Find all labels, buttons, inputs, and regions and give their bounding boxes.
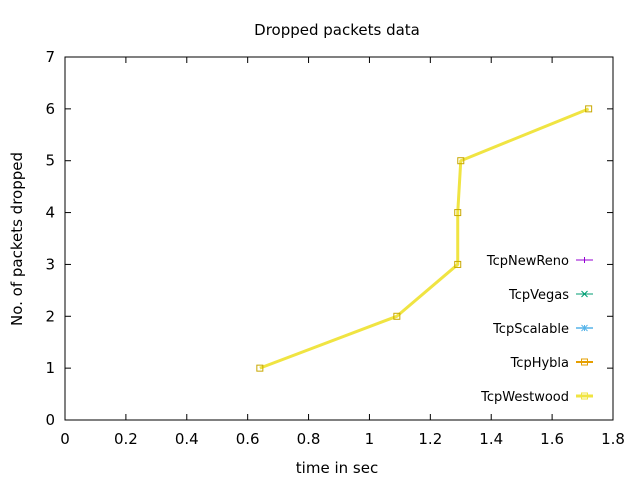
y-tick-label: 7	[45, 48, 55, 66]
x-tick-label: 0.6	[236, 430, 260, 448]
y-tick-label: 1	[45, 359, 55, 377]
legend-marker	[581, 358, 588, 366]
x-tick-label: 0.4	[175, 430, 199, 448]
x-tick-label: 1.2	[418, 430, 442, 448]
x-tick-label: 0.8	[297, 430, 321, 448]
data-point	[454, 209, 462, 217]
data-point	[454, 260, 462, 268]
legend-marker	[581, 290, 588, 298]
series-line-tcpwestwood	[259, 107, 590, 370]
x-axis-label: time in sec	[296, 459, 378, 477]
legend-marker	[581, 324, 588, 332]
legend-label: TcpNewReno	[486, 254, 569, 269]
y-tick-label: 5	[45, 152, 55, 170]
legend-label: TcpScalable	[492, 322, 569, 337]
y-tick-label: 6	[45, 100, 55, 118]
x-tick-label: 0	[60, 430, 70, 448]
x-tick-label: 0.2	[114, 430, 138, 448]
x-axis: 0 0.2 0.4 0.6 0.8 1 1.2 1.4 1.6 1.8	[60, 57, 625, 448]
series-layer	[256, 105, 593, 372]
plot-frame	[64, 56, 614, 421]
x-tick-label: 1.8	[601, 430, 625, 448]
data-point	[585, 105, 593, 113]
y-tick-label: 3	[45, 255, 55, 273]
chart-title: Dropped packets data	[254, 21, 420, 39]
x-tick-label: 1.4	[479, 430, 503, 448]
y-tick-label: 0	[45, 411, 55, 429]
legend-label: TcpVegas	[508, 288, 569, 303]
data-point	[457, 157, 465, 165]
x-tick-label: 1	[365, 430, 375, 448]
legend-label: TcpHybla	[510, 356, 569, 371]
data-point	[393, 312, 401, 320]
legend: TcpNewReno TcpVegas TcpScalable TcpHybla Tcp…	[480, 254, 593, 405]
y-tick-label: 2	[45, 307, 55, 325]
x-tick-label: 1.6	[540, 430, 564, 448]
y-tick-label: 4	[45, 204, 55, 222]
y-axis-label: No. of packets dropped	[8, 152, 26, 326]
data-point	[256, 364, 264, 372]
legend-marker	[581, 257, 588, 263]
legend-marker	[581, 392, 588, 400]
legend-label: TcpWestwood	[480, 390, 569, 405]
y-axis: 0 1 2 3 4 5 6 7	[45, 48, 613, 429]
